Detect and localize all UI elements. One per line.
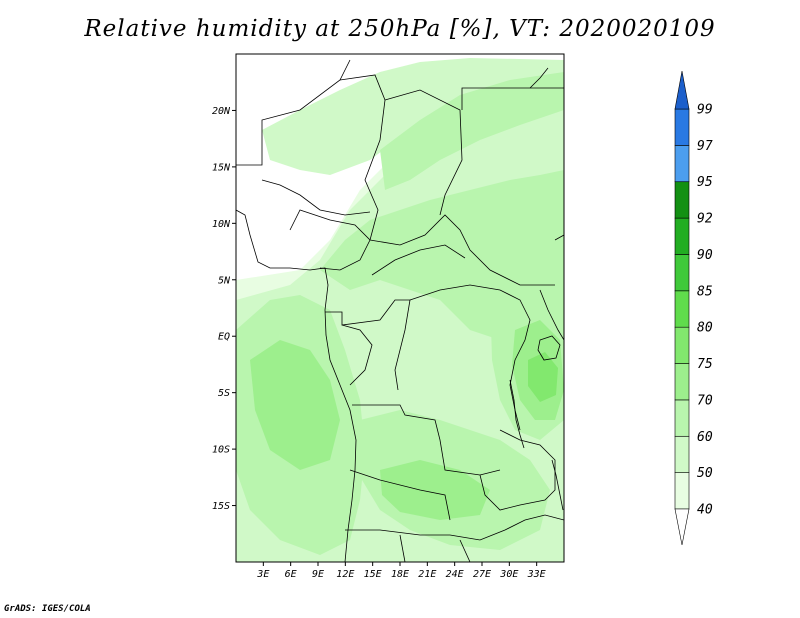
- lon-tick-label: 24E: [446, 569, 464, 580]
- colorbar-label: 70: [697, 393, 713, 408]
- colorbar-label: 95: [697, 175, 713, 190]
- colorbar-segment: [674, 145, 690, 183]
- border-south-3: [459, 539, 471, 562]
- red-sea-coast: [529, 67, 549, 89]
- colorbar-segment: [674, 217, 690, 255]
- map-title: Relative humidity at 250hPa [%], VT: 202…: [84, 16, 716, 42]
- country-borders: [236, 59, 564, 562]
- lat-tick-label: 5N: [218, 275, 231, 286]
- latitude-axis: 20N 15N 10N 5N EQ 5S 10S 15S: [212, 106, 236, 512]
- lat-tick-label: 10N: [212, 219, 231, 230]
- border-zambia: [479, 429, 556, 511]
- humidity-band-70-west: [250, 340, 340, 470]
- lon-tick-label: 21E: [418, 569, 436, 580]
- lake-malawi: [551, 459, 564, 511]
- lon-tick-label: 30E: [499, 569, 518, 580]
- lon-tick-label: 9E: [312, 569, 324, 580]
- border-south-1: [345, 514, 564, 541]
- humidity-band-75-east: [528, 352, 558, 402]
- colorbar-under-arrow: [674, 508, 690, 546]
- colorbar-label: 97: [697, 139, 713, 154]
- lon-tick-label: 18E: [391, 569, 409, 580]
- lon-tick-label: 3E: [256, 569, 269, 580]
- lat-tick-label: 15N: [212, 162, 231, 173]
- lat-tick-label: 20N: [212, 106, 231, 117]
- colorbar-label: 92: [697, 212, 713, 227]
- lon-tick-label: 6E: [285, 569, 297, 580]
- border-east-2: [554, 234, 564, 241]
- colorbar-over-arrow: [674, 70, 690, 110]
- colorbar: 40 50 60 70 75 80 85 90 92 95 97 99: [674, 70, 713, 546]
- colorbar-segment: [674, 472, 690, 510]
- lat-tick-label: 15S: [212, 501, 230, 512]
- border-nigeria: [289, 209, 371, 271]
- longitude-axis: 3E 6E 9E 12E 15E 18E 21E 24E 27E 30E 33E: [256, 562, 546, 580]
- colorbar-label: 60: [697, 430, 713, 445]
- colorbar-label: 99: [697, 103, 713, 118]
- lat-tick-label: 5S: [218, 388, 230, 399]
- border-south-2: [399, 534, 406, 562]
- colorbar-segment: [674, 399, 690, 437]
- coastline-west-africa: [236, 209, 357, 562]
- colorbar-label: 75: [697, 357, 713, 372]
- colorbar-segment: [674, 108, 690, 146]
- colorbar-segment: [674, 254, 690, 292]
- lon-tick-label: 15E: [364, 569, 382, 580]
- colorbar-segment: [674, 326, 690, 364]
- border-north-2: [339, 74, 386, 241]
- colorbar-label: 50: [697, 466, 713, 481]
- lake-tanganyika: [509, 379, 525, 449]
- colorbar-segment: [674, 363, 690, 401]
- lon-tick-label: 27E: [473, 569, 491, 580]
- colorbar-label: 85: [697, 284, 713, 299]
- border-sahel: [261, 179, 371, 216]
- colorbar-label: 80: [697, 321, 713, 336]
- colorbar-label: 40: [697, 503, 713, 518]
- lon-tick-label: 12E: [336, 569, 354, 580]
- border-congo-1: [325, 299, 411, 391]
- lat-tick-label: EQ: [218, 332, 230, 343]
- humidity-field: [236, 54, 564, 562]
- grads-credit: GrADS: IGES/COLA: [4, 604, 91, 614]
- humidity-band-60-northeast: [380, 72, 564, 190]
- border-central-1: [369, 214, 555, 286]
- border-angola-2: [349, 469, 451, 521]
- border-east-1: [539, 289, 564, 341]
- humidity-band-70-south: [380, 460, 490, 520]
- border-gabon: [341, 324, 373, 386]
- colorbar-segment: [674, 290, 690, 328]
- border-north-1: [236, 59, 351, 166]
- colorbar-label: 90: [697, 248, 713, 263]
- lat-tick-label: 10S: [212, 445, 230, 456]
- border-central-2: [371, 244, 466, 276]
- colorbar-segment: [674, 435, 690, 473]
- lon-tick-label: 33E: [527, 569, 546, 580]
- colorbar-segment: [674, 181, 690, 219]
- lake-victoria: [537, 335, 561, 361]
- border-angola-1: [352, 404, 501, 476]
- border-north-3: [384, 89, 463, 216]
- border-congo-2: [409, 284, 531, 431]
